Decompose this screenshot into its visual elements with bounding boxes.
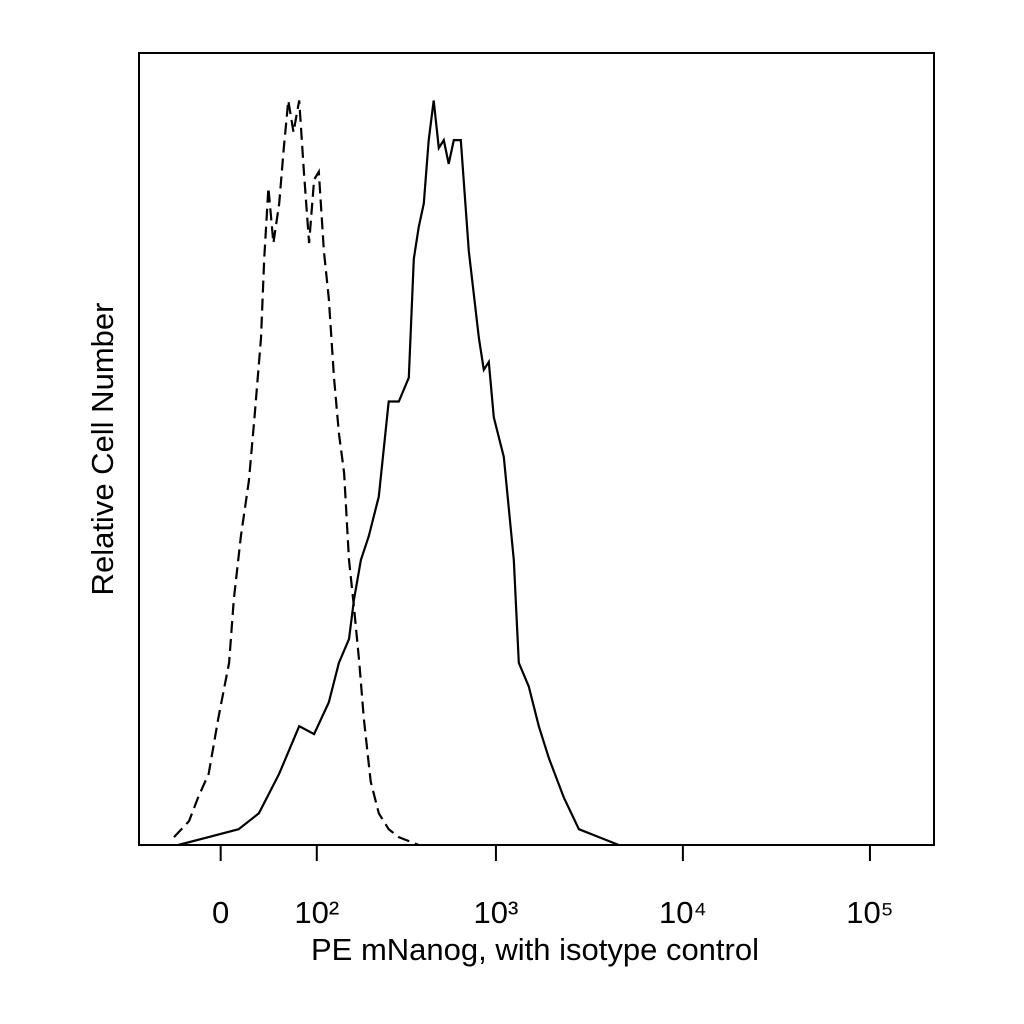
x-tick-label: 0 bbox=[212, 895, 229, 930]
x-tick-label: 10⁵ bbox=[846, 895, 893, 930]
x-tick-label: 10³ bbox=[474, 895, 519, 930]
x-tick-label: 10² bbox=[294, 895, 339, 930]
histogram-line bbox=[177, 100, 620, 847]
x-tick-label: 10⁴ bbox=[659, 895, 707, 930]
x-axis-label: PE mNanog, with isotype control bbox=[311, 932, 759, 967]
plot-frame bbox=[138, 52, 935, 846]
y-axis-label: Relative Cell Number bbox=[85, 303, 120, 596]
histogram-line bbox=[173, 100, 420, 847]
